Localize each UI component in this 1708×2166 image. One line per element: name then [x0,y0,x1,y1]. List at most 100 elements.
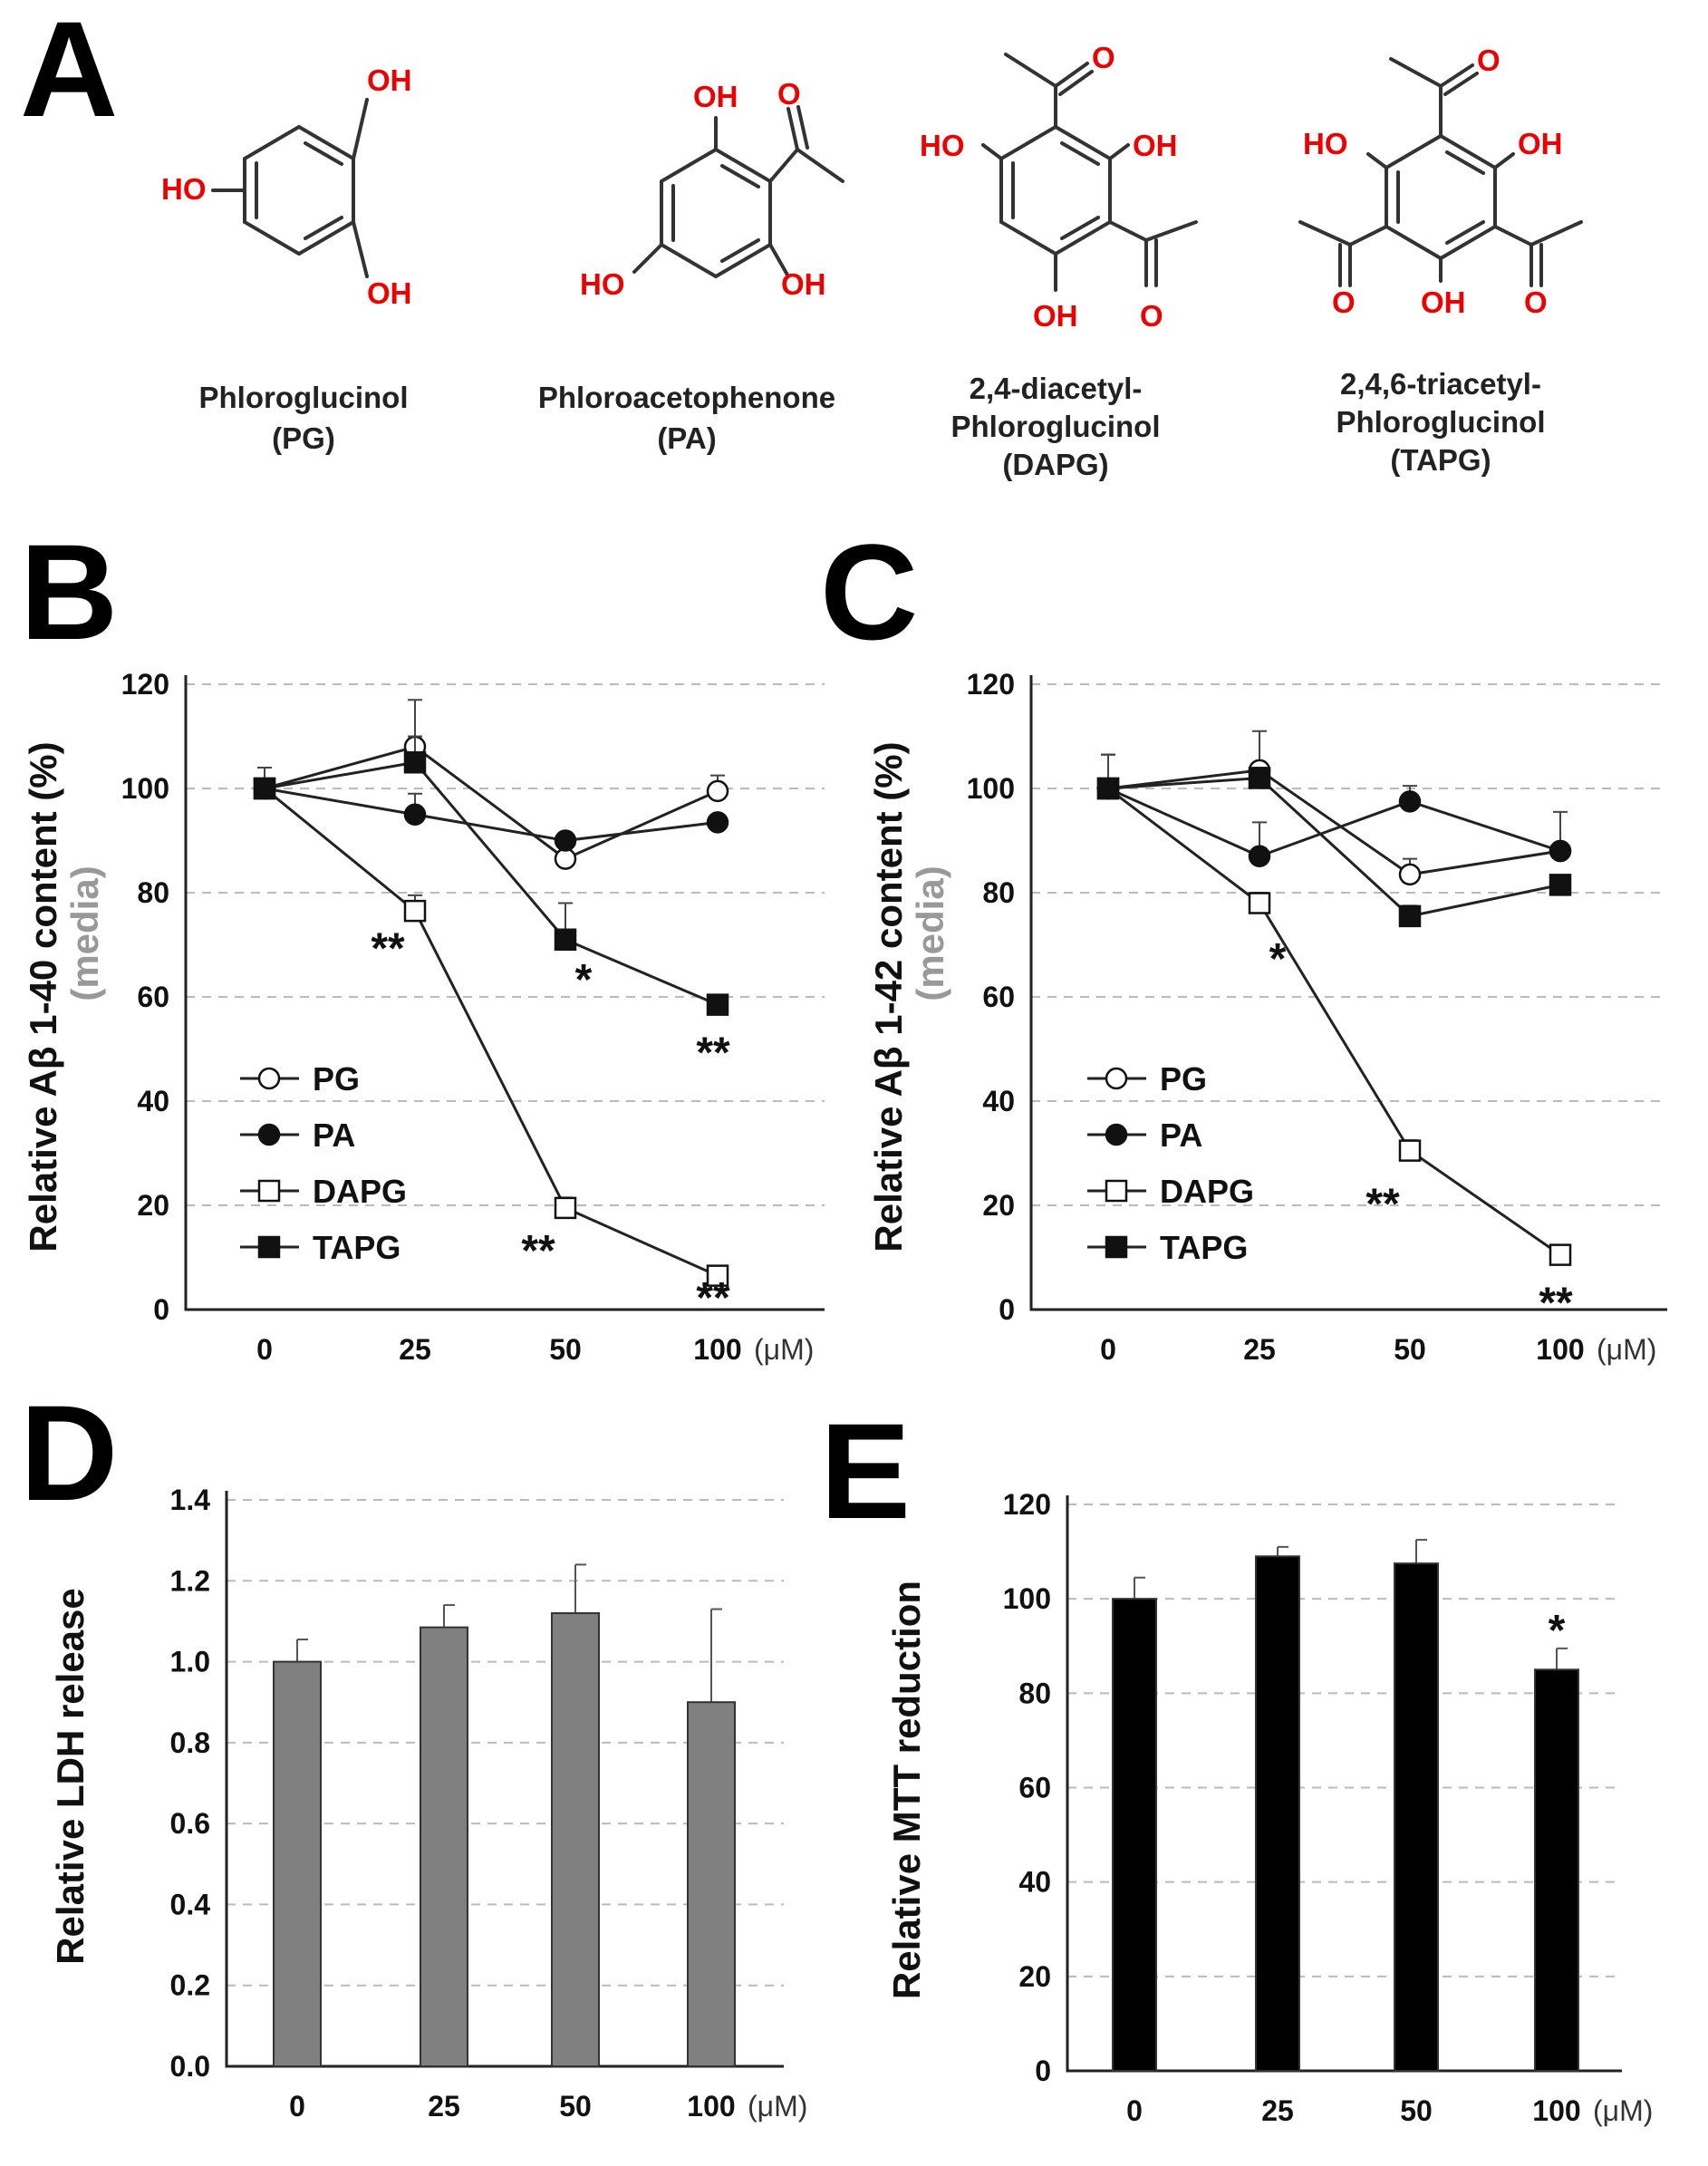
y-tick-label: 80 [1018,1677,1051,1709]
y-tick-label: 1.0 [170,1646,210,1678]
atom-label: OH [367,63,412,97]
y-tick-label: 100 [121,772,169,805]
x-tick-label: 100 [687,2090,735,2122]
data-point [1096,777,1120,800]
legend-label: DAPG [1160,1173,1254,1210]
structure-name: Phloroglucinol [1336,405,1546,439]
y-tick-label: 20 [982,1189,1015,1222]
structure-pa: OH O HO OH Phloroacetophenone (PA) [538,77,844,455]
x-tick-label: 0 [256,1333,273,1366]
data-point [706,993,729,1016]
bar-group [1394,1539,1439,2072]
legend-label: PG [313,1060,360,1098]
data-point [554,829,577,852]
data-point [1248,767,1271,789]
axis-lines [1029,675,1667,1311]
legend-label: TAPG [313,1229,400,1266]
x-tick-label: 50 [1400,2094,1433,2127]
data-point [253,777,276,800]
series-line [1107,787,1561,858]
atom-label: HO [161,172,207,206]
x-tick-label: 25 [1243,1333,1276,1366]
y-tick-label: 0.4 [170,1888,211,1920]
bar [1255,1555,1300,2072]
legend-label: PA [313,1117,355,1154]
data-point [1398,790,1422,813]
data-point [403,899,427,923]
atom-label: O [1332,285,1356,319]
data-point [1105,1179,1128,1203]
atom-label: HO [580,267,625,301]
y-tick-label: 0 [153,1293,169,1326]
y-tick-label: 100 [967,772,1015,805]
data-point [257,1067,281,1090]
y-axis-label-secondary: (media) [63,865,106,1001]
atom-label: O [777,77,801,111]
y-axis-label: Relative LDH release [49,1588,92,1965]
significance-mark: ** [521,1227,555,1275]
series-line [264,787,719,1277]
series-tapg [253,735,729,1016]
bar-group [273,1639,322,2067]
data-point [706,811,729,834]
data-point [554,1196,577,1220]
x-tick-label: 50 [1394,1333,1426,1366]
chart-ldh: 0.0 0.2 0.4 0.6 0.8 1.0 1.2 1.4 0 25 50 100 (μM) Rela… [49,1484,807,2122]
atom-label: OH [367,276,412,310]
chart-abeta42: 0 20 40 60 80 100 120 0 25 50 100 (μM) Relative Aβ 1… [867,668,1667,1366]
panel-letter-b: B [20,516,118,668]
series-line [1107,769,1561,876]
atom-label: O [1092,41,1115,74]
data-point [706,779,729,803]
y-axis-label: Relative Aβ 1-42 content (%) [867,741,910,1252]
chart-mtt: 0 20 40 60 80 100 120 0 25 50 100 (μM) Relative MTT … [885,1488,1653,2127]
atom-label: OH [781,267,826,301]
significance-mark: * [1269,935,1287,983]
x-tick-label: 0 [289,2090,305,2122]
x-unit-label: (μM) [1597,1333,1656,1366]
x-tick-label: 50 [549,1333,582,1366]
series-line [264,787,719,843]
y-tick-label: 1.2 [170,1564,210,1597]
bar-group [551,1563,600,2067]
atom-label: O [1524,285,1548,319]
atom-label: OH [1518,127,1563,160]
series-line [1107,776,1561,918]
y-tick-label: 60 [982,981,1015,1013]
y-tick-label: 0.0 [170,2050,210,2083]
structure-abbrev: (DAPG) [1002,448,1108,481]
series-line [1107,787,1561,1256]
y-tick-label: 0.6 [170,1807,210,1840]
series-tapg [1096,753,1572,928]
y-tick-label: 0.2 [170,1969,210,2002]
x-unit-label: (μM) [754,1333,814,1366]
x-tick-label: 100 [1536,1333,1584,1366]
atom-label: OH [1033,299,1078,333]
y-tick-label: 60 [1018,1772,1051,1804]
data-point [1105,1067,1128,1090]
data-point [257,1179,281,1203]
data-point [403,803,427,826]
significance-mark: ** [696,1274,730,1322]
panel-letter-c: C [820,516,918,668]
x-tick-label: 50 [559,2090,592,2122]
data-point [706,1264,729,1287]
data-point [257,1123,281,1146]
structure-name: Phloroglucinol [951,410,1161,443]
y-tick-label: 40 [1018,1866,1051,1899]
significance-mark: * [1549,1607,1566,1655]
significance-mark: ** [1539,1280,1573,1328]
bar [273,1660,322,2067]
atom-label: O [1477,44,1501,77]
bar [1394,1562,1439,2072]
series-pg [253,699,729,870]
series-pg [1096,730,1572,886]
series-line [264,760,719,1007]
y-tick-label: 60 [137,981,169,1013]
significance-mark: ** [371,925,405,973]
y-axis-label: Relative Aβ 1-40 content (%) [22,741,64,1252]
data-point [1549,839,1572,863]
significance-mark: * [575,956,593,1004]
x-tick-label: 100 [1532,2094,1580,2127]
y-tick-label: 100 [1003,1582,1051,1615]
